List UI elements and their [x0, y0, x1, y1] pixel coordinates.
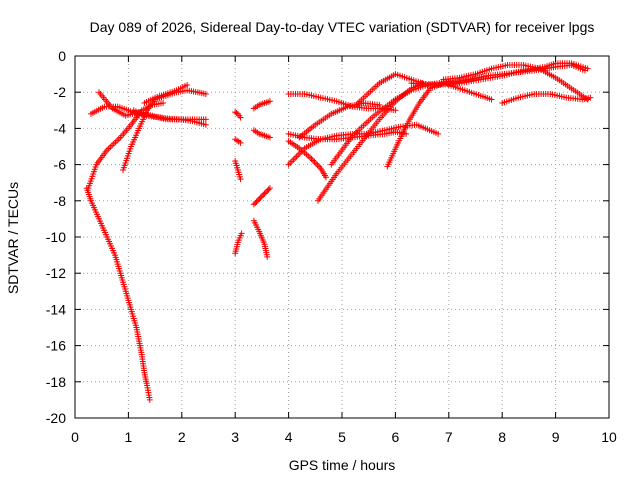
x-tick-label: 6 [392, 429, 400, 445]
data-point [313, 160, 320, 167]
data-point [258, 193, 265, 200]
series-arc-j [232, 136, 244, 146]
data-point [202, 91, 209, 98]
data-point [233, 110, 240, 117]
series-arc-v [328, 78, 452, 168]
y-tick-label: -12 [46, 265, 66, 281]
series-arc-bb [499, 91, 594, 107]
data-point [264, 253, 271, 260]
y-tick-label: -18 [46, 374, 66, 390]
data-point [254, 197, 261, 204]
data-point [308, 155, 315, 162]
data-point [146, 396, 153, 403]
x-tick-label: 5 [338, 429, 346, 445]
series-arc-h [232, 157, 244, 183]
x-tick-label: 4 [285, 429, 293, 445]
x-tick-label: 8 [498, 429, 506, 445]
data-point [262, 189, 269, 196]
series-arc-d [96, 89, 209, 128]
axis-ticks: 0 1 2 3 4 5 6 7 8 9 10 0 -2 -4 -6 -8 -10 -12 -14 -16 -18 -20 [46, 48, 617, 445]
data-point [376, 101, 383, 108]
data-point [237, 139, 244, 146]
y-tick-label: -20 [46, 410, 66, 426]
data-point [584, 65, 591, 72]
series-arc-e [120, 87, 209, 174]
data-point [252, 200, 259, 207]
y-tick-label: -6 [54, 157, 67, 173]
data-point [265, 186, 272, 193]
series-arc-z [440, 62, 591, 103]
series-arc-l [250, 98, 273, 112]
series-arc-f [130, 107, 209, 123]
data-point [253, 198, 260, 205]
series-arc-t [285, 129, 410, 143]
series-arc-s [296, 100, 383, 141]
data-point [314, 162, 321, 169]
data-point [237, 114, 244, 121]
y-tick-label: -4 [54, 120, 67, 136]
y-axis-title: SDTVAR / TECUs [5, 182, 21, 294]
series-arc-c [88, 103, 143, 119]
x-tick-label: 9 [552, 429, 560, 445]
data-point [266, 134, 273, 141]
data-point [160, 100, 167, 107]
series-arc-i [232, 230, 245, 257]
data-point [237, 176, 244, 183]
data-point [435, 130, 442, 137]
x-tick-label: 3 [231, 429, 239, 445]
data-point [264, 187, 271, 194]
y-tick-label: 0 [58, 48, 66, 64]
data-point [261, 190, 268, 197]
data-point [310, 157, 317, 164]
x-tick-label: 2 [178, 429, 186, 445]
data-point [202, 121, 209, 128]
data-point [587, 94, 594, 101]
data-point [392, 107, 399, 114]
series-arc-a [83, 185, 153, 403]
x-axis-title: GPS time / hours [289, 457, 396, 473]
data-point [184, 81, 191, 88]
data-point [260, 191, 267, 198]
series-arc-u [314, 80, 426, 204]
series-arc-n [250, 185, 273, 208]
data-point [256, 195, 263, 202]
x-tick-label: 7 [445, 429, 453, 445]
y-tick-label: -14 [46, 301, 66, 317]
data-point [266, 98, 273, 105]
series-arc-q [285, 138, 329, 181]
data-point [250, 201, 257, 208]
y-tick-label: -2 [54, 84, 67, 100]
series-arc-k [232, 109, 244, 121]
series-arc-aa [445, 81, 495, 103]
chart-title: Day 089 of 2026, Sidereal Day-to-day VTE… [90, 19, 595, 35]
data-point [488, 96, 495, 103]
x-tick-label: 10 [601, 429, 617, 445]
series-arc-g [141, 81, 191, 107]
data-point [266, 185, 273, 192]
data-point [311, 159, 318, 166]
data-point [238, 230, 245, 237]
data-points [83, 60, 594, 403]
y-tick-label: -16 [46, 338, 66, 354]
series-arc-x [384, 80, 447, 170]
data-point [202, 116, 209, 123]
x-tick-label: 1 [125, 429, 133, 445]
x-tick-label: 0 [71, 429, 79, 445]
series-arc-o [250, 217, 271, 260]
y-tick-label: -10 [46, 229, 66, 245]
data-point [257, 194, 264, 201]
y-tick-label: -8 [54, 193, 67, 209]
data-point [322, 174, 329, 181]
series-arc-m [250, 127, 273, 141]
